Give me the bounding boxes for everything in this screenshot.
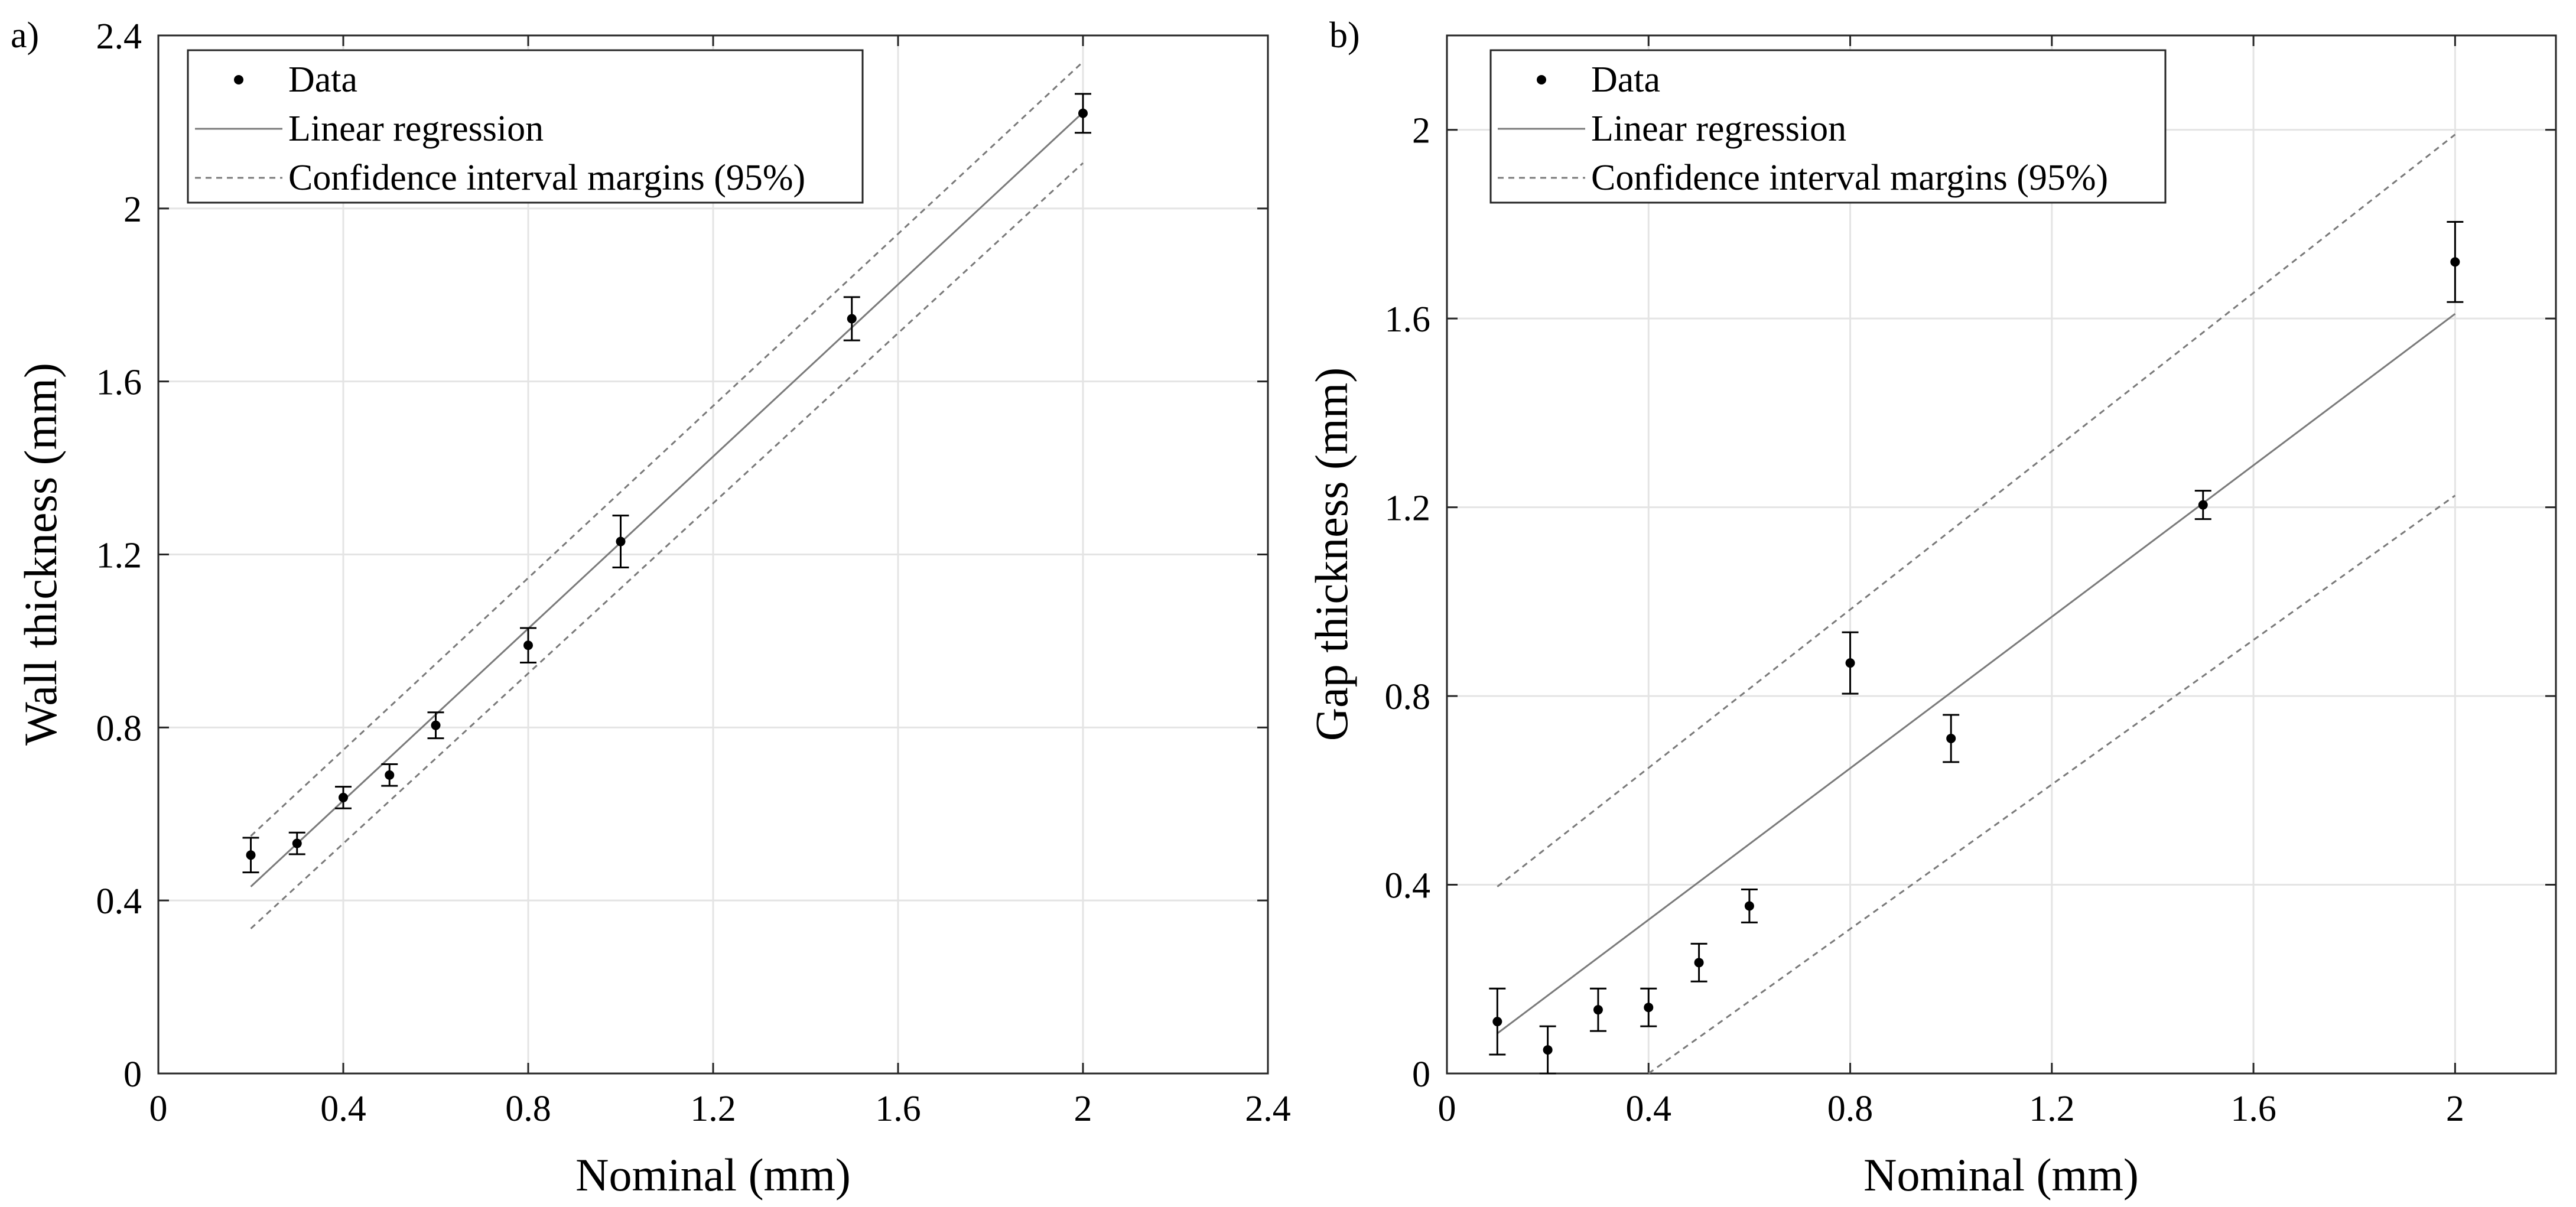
legend-label-data: Data — [1591, 60, 1660, 100]
data-point — [616, 536, 626, 546]
data-point — [339, 792, 348, 802]
y-tick-label: 0 — [1412, 1055, 1430, 1095]
y-axis-label: Gap thickness (mm) — [1306, 367, 1357, 741]
x-tick-label: 0.8 — [1827, 1089, 1874, 1129]
data-point — [1845, 658, 1855, 668]
legend: Data Linear regression Confidence interval… — [187, 49, 864, 204]
y-tick-label: 2.4 — [96, 17, 142, 57]
data-point — [523, 640, 533, 650]
data-point — [1593, 1005, 1603, 1015]
data-point — [1543, 1045, 1553, 1055]
legend-box — [1489, 49, 2167, 204]
y-tick-label: 1.2 — [96, 536, 142, 576]
legend-label-regression: Linear regression — [1591, 109, 1846, 149]
data-point — [1492, 1017, 1502, 1027]
y-tick-label: 2 — [123, 190, 142, 230]
data-point — [385, 770, 395, 780]
y-tick-label: 2 — [1412, 111, 1430, 151]
panel-label: a) — [11, 15, 39, 56]
data-point — [1946, 733, 1956, 743]
x-tick-label: 0.8 — [505, 1089, 551, 1129]
legend: Data Linear regression Confidence interval… — [1489, 49, 2167, 204]
panel-label: b) — [1329, 15, 1360, 56]
x-axis-label: Nominal (mm) — [575, 1149, 851, 1201]
y-tick-label: 1.2 — [1385, 489, 1431, 529]
chart-panel-b: 0 0.4 0.8 1.2 1.6 2 0 0.4 0.8 1.2 1.6 2 Nominal (mm)… — [1306, 15, 2557, 1201]
x-tick-label: 0.4 — [320, 1089, 366, 1129]
y-tick-label: 0.4 — [96, 881, 142, 922]
ci-upper-line — [1497, 134, 2456, 887]
legend-box — [187, 49, 864, 204]
x-tick-label: 1.6 — [875, 1089, 921, 1129]
plot-area-frame — [1446, 34, 2557, 1075]
y-tick-label: 1.6 — [1385, 300, 1431, 340]
y-tick-label: 1.6 — [96, 363, 142, 403]
y-tick-label: 0.4 — [1385, 866, 1431, 906]
chart-panel-a: 0 0.4 0.8 1.2 1.6 2 2.4 0 0.4 0.8 1.2 1.6 2 2.4 Nomina… — [11, 15, 1291, 1201]
ci-lower-line — [1648, 494, 2456, 1075]
legend-data-symbol — [1537, 75, 1546, 84]
x-tick-label: 2 — [2446, 1089, 2464, 1129]
legend-label-data: Data — [288, 60, 357, 100]
y-axis-label: Wall thickness (mm) — [15, 363, 66, 746]
ci-upper-line — [250, 61, 1084, 837]
legend-label-ci: Confidence interval margins (95%) — [288, 158, 805, 198]
x-tick-label: 0 — [1438, 1089, 1456, 1129]
x-tick-label: 0.4 — [1626, 1089, 1672, 1129]
regression-line — [1497, 313, 2456, 1034]
x-tick-label: 2.4 — [1245, 1089, 1291, 1129]
data-point — [431, 720, 441, 730]
y-tick-label: 0.8 — [1385, 677, 1431, 717]
x-tick-label: 1.6 — [2230, 1089, 2276, 1129]
data-point — [2198, 500, 2208, 510]
x-tick-label: 0 — [149, 1089, 168, 1129]
data-point — [847, 314, 857, 324]
data-point — [246, 850, 256, 860]
data-point — [292, 838, 302, 848]
x-axis-label: Nominal (mm) — [1863, 1149, 2139, 1201]
regression-line — [250, 112, 1084, 887]
legend-data-symbol — [234, 75, 243, 84]
x-tick-label: 1.2 — [2029, 1089, 2075, 1129]
legend-label-ci: Confidence interval margins (95%) — [1591, 158, 2108, 198]
legend-label-regression: Linear regression — [288, 109, 544, 149]
x-tick-label: 1.2 — [690, 1089, 736, 1129]
ci-lower-line — [250, 162, 1084, 929]
data-point — [1744, 901, 1754, 911]
data-point — [1694, 958, 1704, 968]
data-point — [2450, 257, 2460, 267]
data-point — [1644, 1003, 1654, 1013]
y-tick-label: 0 — [123, 1055, 142, 1095]
data-point — [1078, 108, 1088, 118]
x-tick-label: 2 — [1074, 1089, 1092, 1129]
y-tick-label: 0.8 — [96, 708, 142, 749]
